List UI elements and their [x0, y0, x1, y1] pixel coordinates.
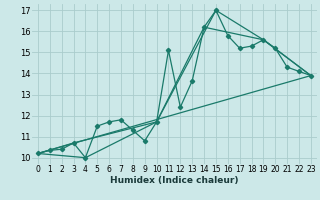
- X-axis label: Humidex (Indice chaleur): Humidex (Indice chaleur): [110, 176, 239, 185]
